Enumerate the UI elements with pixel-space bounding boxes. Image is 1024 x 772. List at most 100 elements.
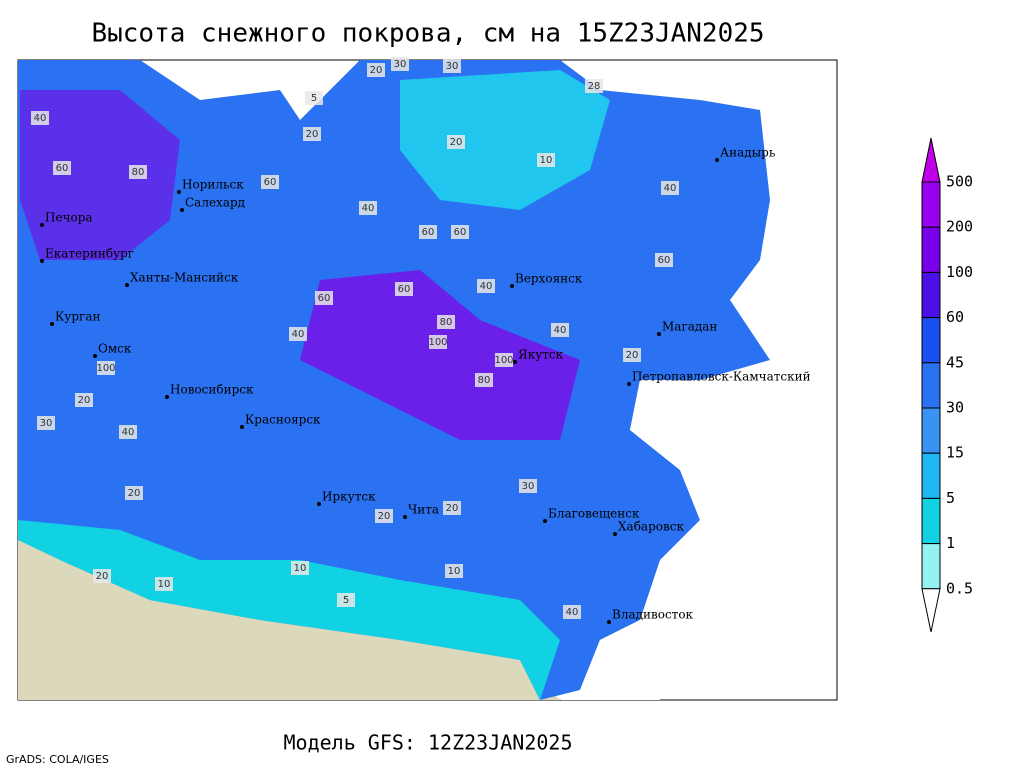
contour-label: 60 [264, 177, 277, 188]
city-dot [657, 332, 661, 336]
contour-label-box [537, 153, 555, 167]
contour-label-box [585, 79, 603, 93]
contour-label-box [359, 201, 377, 215]
contour-label-box [31, 111, 49, 125]
contour-label-box [303, 127, 321, 141]
contour-label-box [477, 279, 495, 293]
contour-label-box [37, 416, 55, 430]
city-dot [180, 208, 184, 212]
contour-label-box [445, 564, 463, 578]
contour-label: 20 [626, 350, 639, 361]
legend-label: 0.5 [946, 579, 973, 597]
contour-label: 5 [311, 93, 317, 104]
contour-label: 10 [448, 566, 461, 577]
city-dot [613, 532, 617, 536]
city-label: Курган [55, 310, 100, 324]
contour-label-box [97, 361, 115, 375]
contour-label-box [75, 393, 93, 407]
legend-swatch [921, 226, 941, 273]
city-label: Салехард [185, 196, 245, 210]
city-label: Ханты-Мансийск [130, 271, 239, 285]
contour-label: 20 [446, 503, 459, 514]
contour-label-box [289, 327, 307, 341]
city-label: Якутск [518, 348, 564, 362]
contour-label-box [125, 486, 143, 500]
legend-label: 60 [946, 308, 964, 326]
contour-label-box [495, 353, 513, 367]
city-label: Омск [98, 342, 132, 356]
city-label: Новосибирск [170, 383, 254, 397]
contour-label: 40 [664, 183, 677, 194]
city-dot [403, 515, 407, 519]
contour-label: 100 [494, 355, 513, 366]
contour-label-box [337, 593, 355, 607]
snow-shallow [18, 520, 560, 700]
contour-label: 30 [40, 418, 53, 429]
legend-label: 45 [946, 353, 964, 371]
contour-label: 40 [480, 281, 493, 292]
legend-swatch [921, 452, 941, 499]
city-dot [510, 284, 514, 288]
contour-label-box [391, 57, 409, 71]
city-dot [240, 425, 244, 429]
contour-label: 40 [122, 427, 135, 438]
contour-label-box [437, 315, 455, 329]
contour-label: 30 [394, 59, 407, 70]
legend-swatch [921, 407, 941, 454]
contour-label: 40 [362, 203, 375, 214]
contour-label: 20 [96, 571, 109, 582]
contour-label: 80 [478, 375, 491, 386]
legend-label: 15 [946, 444, 964, 462]
contour-label: 20 [378, 511, 391, 522]
legend-swatch [921, 543, 941, 590]
contour-label-box [551, 323, 569, 337]
legend-label: 5 [946, 489, 955, 507]
map-labels: Норильск Салехард Печора Екатеринбург Ханты-… [31, 57, 811, 624]
ground [18, 520, 560, 700]
contour-label: 20 [370, 65, 383, 76]
city-label: Верхоянск [515, 272, 583, 286]
contour-label: 5 [343, 595, 349, 606]
legend-label: 500 [946, 173, 973, 191]
city-dot [40, 223, 44, 227]
credit: GrADS: COLA/IGES [6, 753, 109, 766]
city-dot [50, 322, 54, 326]
contour-label: 40 [554, 325, 567, 336]
contour-label: 40 [566, 607, 579, 618]
contour-label: 60 [454, 227, 467, 238]
city-dot [513, 360, 517, 364]
contour-label-box [451, 225, 469, 239]
legend-swatch [921, 497, 941, 545]
city-dot [165, 395, 169, 399]
legend-swatch [921, 317, 941, 364]
legend-label: 100 [946, 263, 973, 281]
legend-swatch [921, 362, 941, 409]
city-dot [607, 620, 611, 624]
city-dot [125, 283, 129, 287]
contour-label: 20 [128, 488, 141, 499]
snow-shallow [400, 70, 610, 210]
city-dot [177, 190, 181, 194]
model-caption: Модель GFS: 12Z23JAN2025 [284, 731, 573, 755]
snow-deep [300, 270, 580, 440]
contour-label: 40 [292, 329, 305, 340]
contour-label-box [563, 605, 581, 619]
contour-label-box [93, 569, 111, 583]
contour-label-box [419, 225, 437, 239]
city-dot [543, 519, 547, 523]
contour-label-box [367, 63, 385, 77]
contour-label-box [429, 335, 447, 349]
legend: 500 200 100 60 45 30 15 5 1 0.5 [921, 137, 973, 633]
contour-label: 20 [78, 395, 91, 406]
contour-label: 20 [306, 129, 319, 140]
city-label: Чита [408, 503, 439, 517]
city-dot [715, 158, 719, 162]
contour-label: 100 [428, 337, 447, 348]
city-label: Благовещенск [548, 507, 640, 521]
legend-label: 1 [946, 534, 955, 552]
contour-label-box [475, 373, 493, 387]
city-dot [93, 354, 97, 358]
city-label: Екатеринбург [45, 247, 134, 261]
sea [560, 620, 660, 700]
contour-label-box [53, 161, 71, 175]
